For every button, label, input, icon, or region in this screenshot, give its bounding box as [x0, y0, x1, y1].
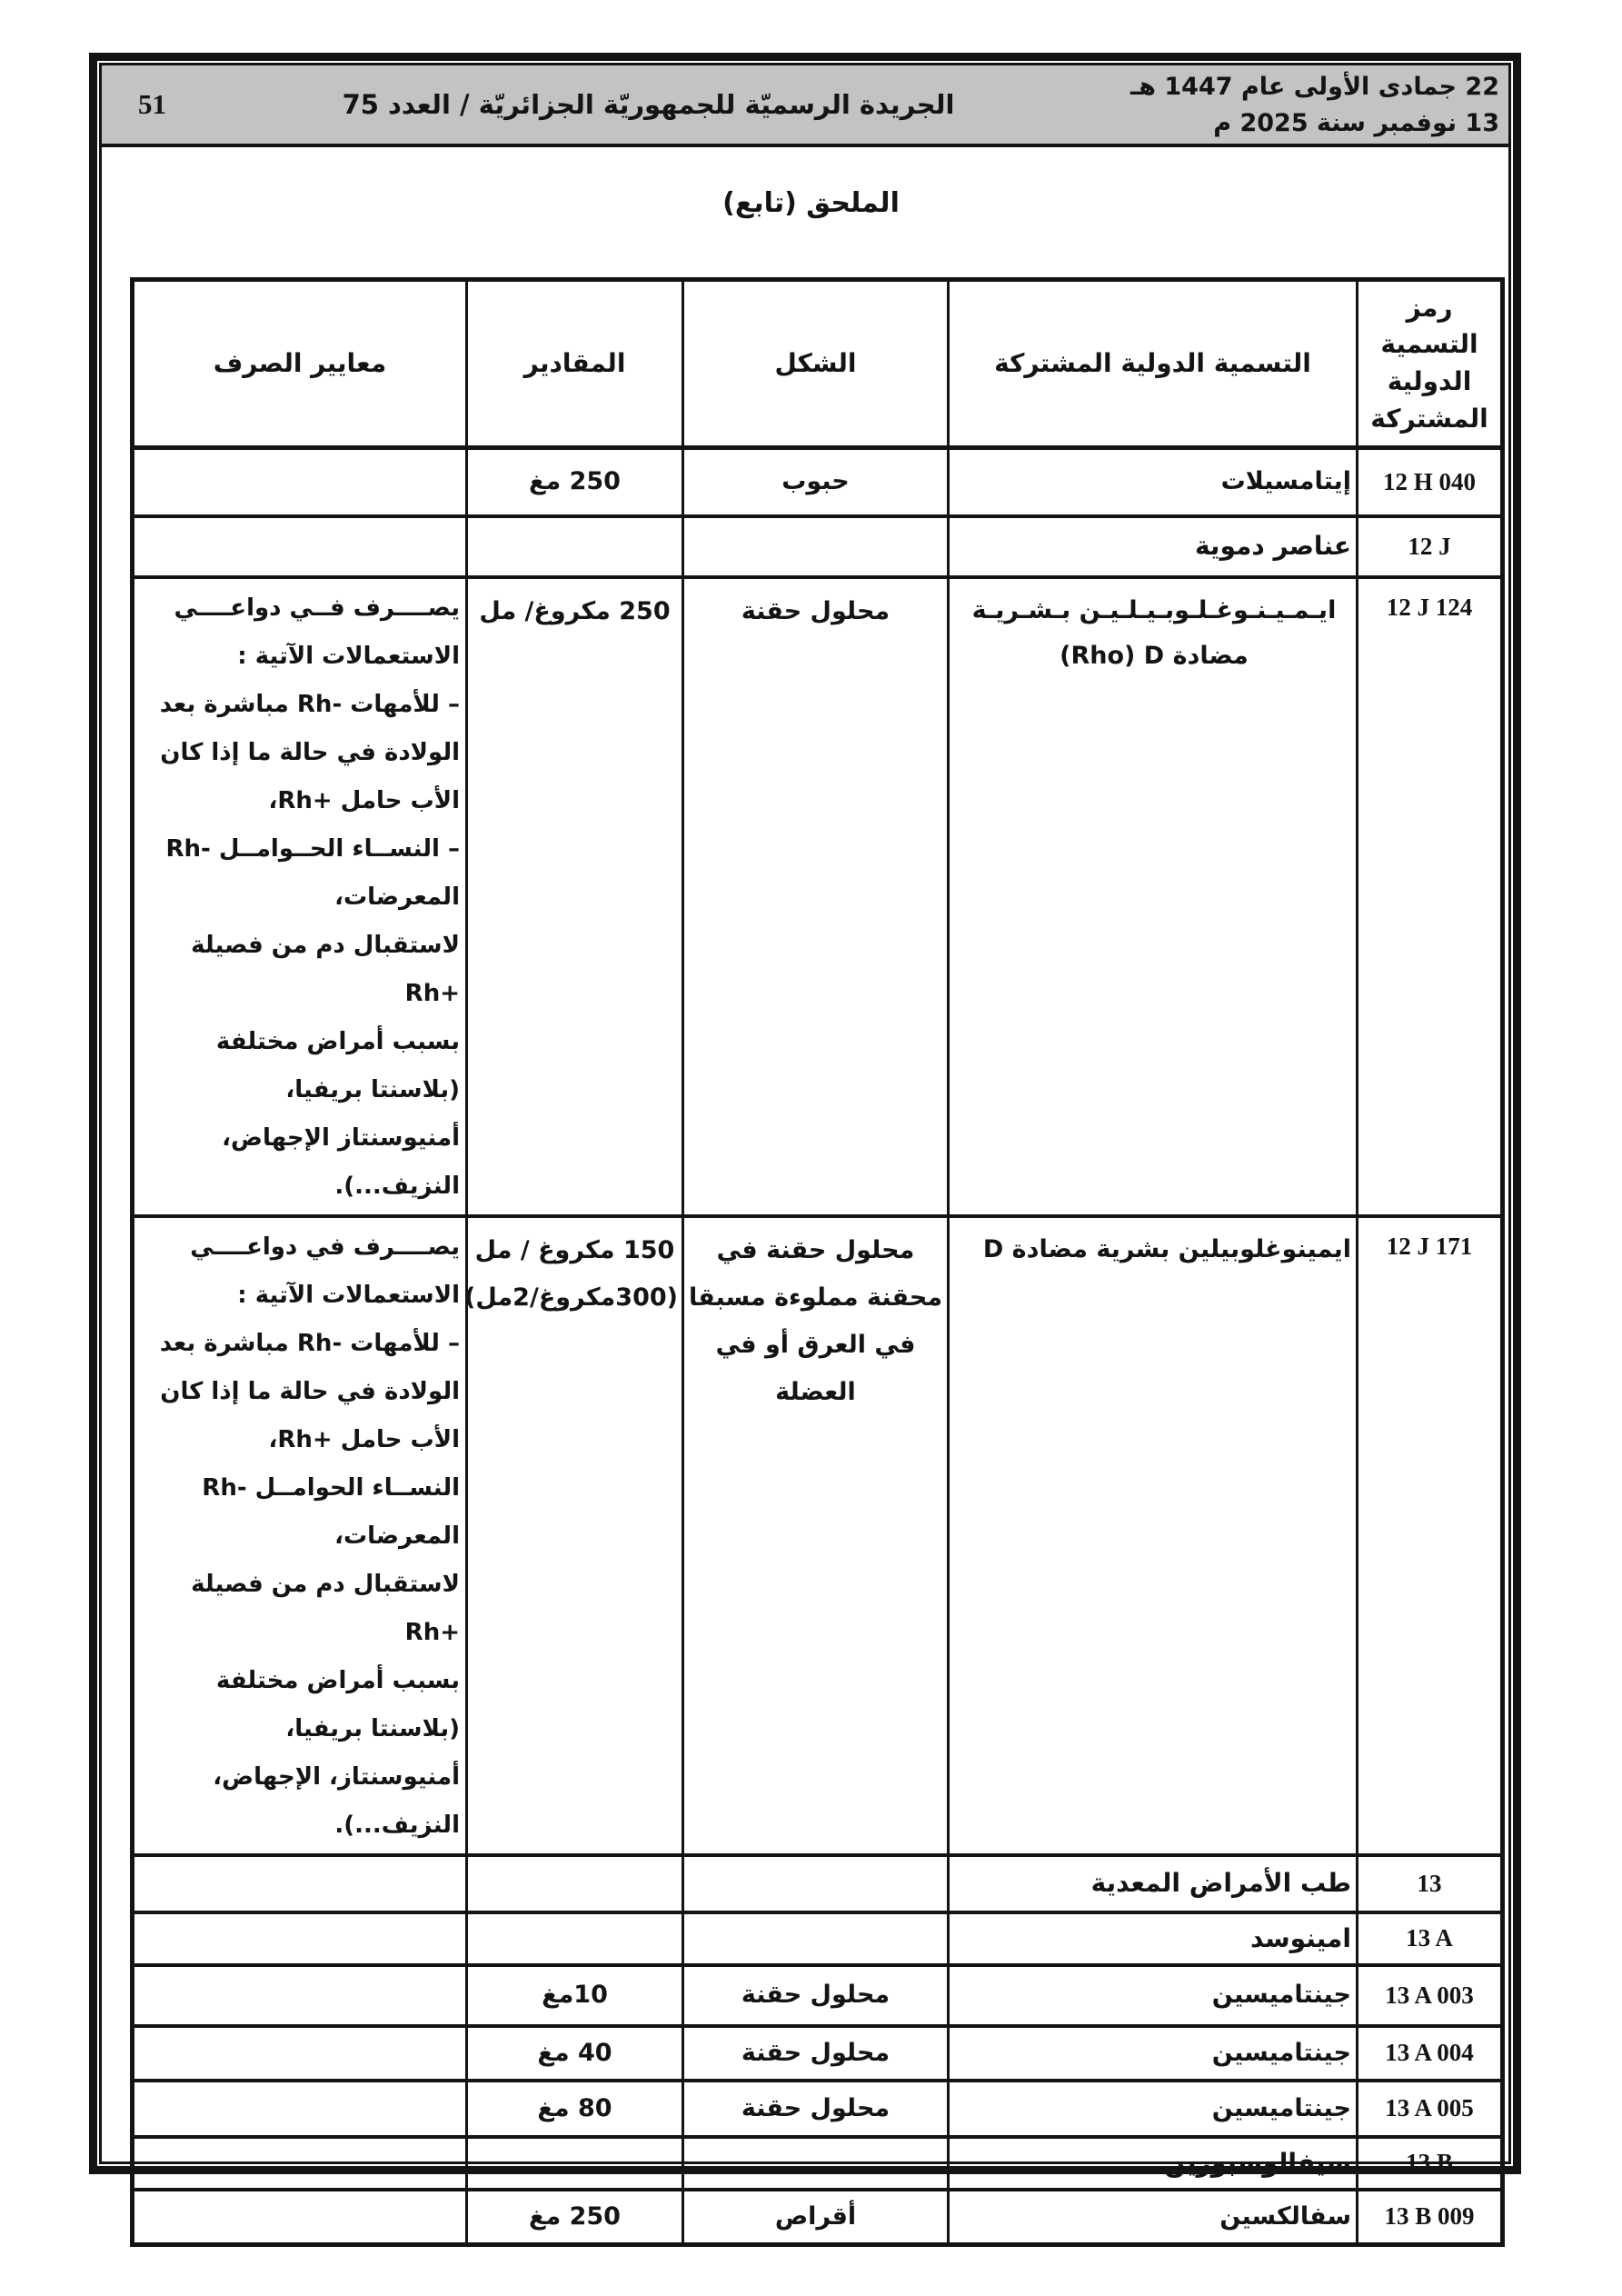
- table-row: 13 A 005 جينتاميسين محلول حقنة 80 مغ: [131, 2078, 1504, 2139]
- row-criteria: [131, 1962, 468, 2028]
- section-name: عناصر دموية: [947, 514, 1358, 579]
- row-name: جينتاميسين: [947, 1962, 1358, 2028]
- row-code: 13 A 004: [1356, 2023, 1504, 2082]
- row-criteria: [131, 2078, 468, 2139]
- column-header-form: الشكل: [682, 277, 950, 450]
- row-code: 12 J 124: [1356, 574, 1504, 1218]
- row-dose: [465, 514, 684, 579]
- header-date-gregorian: 13 نوفمبر سنة 2025 م: [1213, 109, 1499, 137]
- row-dose: 250 مغ: [465, 445, 684, 518]
- table-row: 12 J 171 ايمينوغلوبيلين بشرية مضادة D مح…: [131, 1213, 1504, 1857]
- row-criteria: [131, 514, 468, 579]
- row-dose: 250 مكروغ/ مل: [465, 574, 684, 1218]
- medicines-table: رمز التسمية الدولية المشتركة التسمية الد…: [130, 277, 1505, 2247]
- table-row: 12 J 124 ايـمـيـنـوغـلـوبـيـلـيـن بـشـري…: [131, 574, 1504, 1218]
- section-code: 13 B: [1356, 2134, 1504, 2191]
- row-code: 12 H 040: [1356, 445, 1504, 518]
- section-code: 13 A: [1356, 1910, 1504, 1967]
- row-criteria: [131, 445, 468, 518]
- row-form: محلول حقنة: [682, 1962, 950, 2028]
- row-criteria: يصــــرف فــي دواعــــي الاستعمالات الآت…: [131, 574, 468, 1218]
- row-name: ايـمـيـنـوغـلـوبـيـلـيـن بـشـريـة مضادة …: [947, 574, 1358, 1218]
- annex-title: الملحق (تابع): [722, 187, 900, 219]
- journal-title: الجريدة الرسميّة للجمهوريّة الجزائريّة /…: [342, 89, 955, 120]
- column-header-dose: المقادير: [465, 277, 684, 450]
- table-row: 13 A 004 جينتاميسين محلول حقنة 40 مغ: [131, 2023, 1504, 2082]
- column-header-code: رمز التسمية الدولية المشتركة: [1356, 277, 1504, 450]
- table-row: 13 B 009 سفالكسين أقراص 250 مغ: [131, 2187, 1504, 2246]
- page-border-frame: 22 جمادى الأولى عام 1447 هـ 13 نوفمبر سن…: [89, 53, 1521, 2174]
- section-name: طب الأمراض المعدية: [947, 1852, 1358, 1914]
- row-name: إيتامسيلات: [947, 445, 1358, 518]
- row-name: جينتاميسين: [947, 2023, 1358, 2082]
- row-dose: 250 مغ: [465, 2187, 684, 2246]
- row-dose: 80 مغ: [465, 2078, 684, 2139]
- row-name: سفالكسين: [947, 2187, 1358, 2246]
- row-criteria: [131, 1910, 468, 1967]
- row-form: محلول حقنة: [682, 2023, 950, 2082]
- row-code: 13 B 009: [1356, 2187, 1504, 2246]
- row-form: أقراص: [682, 2187, 950, 2246]
- section-row: 13 A امينوسد: [131, 1910, 1504, 1967]
- row-form: [682, 514, 950, 579]
- section-code: 13: [1356, 1852, 1504, 1914]
- header-date-hijri: 22 جمادى الأولى عام 1447 هـ: [1130, 72, 1499, 101]
- section-row: 12 J عناصر دموية: [131, 514, 1504, 579]
- table-header-row: رمز التسمية الدولية المشتركة التسمية الد…: [131, 277, 1504, 450]
- running-header-band: 22 جمادى الأولى عام 1447 هـ 13 نوفمبر سن…: [102, 65, 1508, 147]
- section-row: 13 طب الأمراض المعدية: [131, 1852, 1504, 1914]
- column-header-name: التسمية الدولية المشتركة: [947, 277, 1358, 450]
- section-name: امينوسد: [947, 1910, 1358, 1967]
- section-row: 13 B سيفالوسبورين: [131, 2134, 1504, 2191]
- row-code: 13 A 005: [1356, 2078, 1504, 2139]
- table-row: 12 H 040 إيتامسيلات حبوب 250 مغ: [131, 445, 1504, 518]
- row-criteria: يصــــرف في دواعــــي الاستعمالات الآتية…: [131, 1213, 468, 1857]
- row-form: محلول حقنة في محقنة مملوءة مسبقا في العر…: [682, 1213, 950, 1857]
- row-criteria: [131, 2134, 468, 2191]
- row-dose: [465, 1852, 684, 1914]
- row-criteria: [131, 1852, 468, 1914]
- row-form: [682, 1910, 950, 1967]
- row-form: [682, 2134, 950, 2191]
- row-dose: [465, 2134, 684, 2191]
- header-dates: 22 جمادى الأولى عام 1447 هـ 13 نوفمبر سن…: [1130, 67, 1508, 143]
- row-criteria: [131, 2023, 468, 2082]
- table-row: 13 A 003 جينتاميسين محلول حقنة 10مغ: [131, 1962, 1504, 2028]
- row-form: محلول حقنة: [682, 2078, 950, 2139]
- row-name: ايمينوغلوبيلين بشرية مضادة D: [947, 1213, 1358, 1857]
- row-criteria: [131, 2187, 468, 2246]
- row-form: محلول حقنة: [682, 574, 950, 1218]
- page-number: 51: [138, 88, 166, 120]
- section-code: 12 J: [1356, 514, 1504, 579]
- row-name: جينتاميسين: [947, 2078, 1358, 2139]
- row-dose: [465, 1910, 684, 1967]
- row-code: 12 J 171: [1356, 1213, 1504, 1857]
- row-code: 13 A 003: [1356, 1962, 1504, 2028]
- column-header-criteria: معايير الصرف: [131, 277, 468, 450]
- row-form: حبوب: [682, 445, 950, 518]
- row-dose: 150 مكروغ / مل (300مكروغ/2مل): [465, 1213, 684, 1857]
- row-dose: 40 مغ: [465, 2023, 684, 2082]
- section-name: سيفالوسبورين: [947, 2134, 1358, 2191]
- row-form: [682, 1852, 950, 1914]
- row-dose: 10مغ: [465, 1962, 684, 2028]
